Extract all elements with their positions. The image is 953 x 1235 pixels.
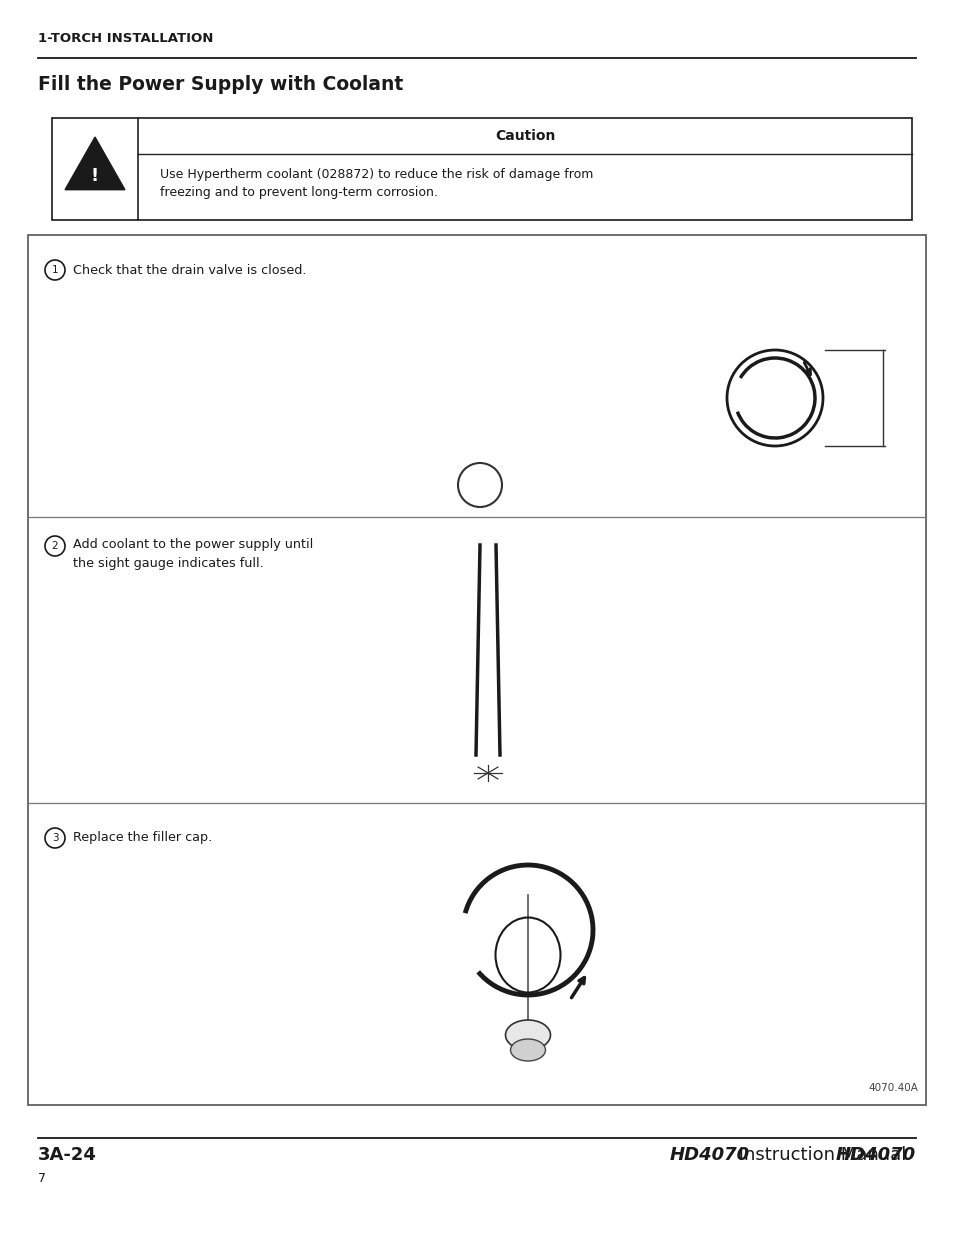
Text: Check that the drain valve is closed.: Check that the drain valve is closed.	[73, 263, 306, 277]
Text: 7: 7	[38, 1172, 46, 1186]
Text: Add coolant to the power supply until: Add coolant to the power supply until	[73, 538, 313, 551]
Text: 3: 3	[51, 832, 58, 844]
Bar	[52, 119, 911, 220]
Text: Use Hypertherm coolant (028872) to reduce the risk of damage from: Use Hypertherm coolant (028872) to reduc…	[160, 168, 593, 182]
Text: 3A-24: 3A-24	[38, 1146, 97, 1165]
Polygon shape	[65, 137, 125, 190]
Text: 1-TORCH INSTALLATION: 1-TORCH INSTALLATION	[38, 32, 213, 44]
Text: Caution: Caution	[495, 128, 555, 143]
Text: !: !	[91, 167, 99, 185]
Text: Instruction Manual: Instruction Manual	[732, 1146, 905, 1165]
Text: the sight gauge indicates full.: the sight gauge indicates full.	[73, 557, 263, 571]
Bar	[28, 235, 925, 1105]
Text: 2: 2	[51, 541, 58, 551]
Text: 4070.40A: 4070.40A	[867, 1083, 917, 1093]
Ellipse shape	[505, 1020, 550, 1050]
Text: HD4070: HD4070	[835, 1146, 915, 1165]
Text: freezing and to prevent long-term corrosion.: freezing and to prevent long-term corros…	[160, 186, 437, 199]
Ellipse shape	[510, 1039, 545, 1061]
Text: 1: 1	[51, 266, 58, 275]
Text: HD4070: HD4070	[669, 1146, 749, 1165]
Text: Fill the Power Supply with Coolant: Fill the Power Supply with Coolant	[38, 75, 403, 94]
Text: Replace the filler cap.: Replace the filler cap.	[73, 831, 212, 845]
